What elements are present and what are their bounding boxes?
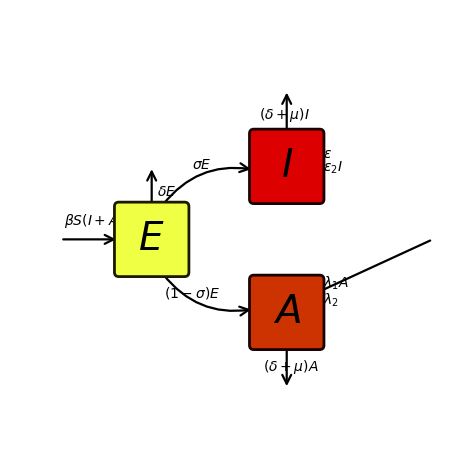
Text: $(\delta+\mu)A$: $(\delta+\mu)A$ (263, 358, 319, 376)
Text: $E$: $E$ (138, 220, 165, 258)
Text: $(\delta+\mu)I$: $(\delta+\mu)I$ (259, 106, 310, 124)
Text: $\beta S(I+A)$: $\beta S(I+A)$ (64, 212, 124, 230)
Text: $I$: $I$ (281, 147, 293, 185)
Text: $A$: $A$ (273, 293, 301, 331)
Text: $\lambda_2$: $\lambda_2$ (323, 292, 339, 309)
FancyBboxPatch shape (249, 275, 324, 350)
FancyBboxPatch shape (249, 129, 324, 204)
FancyBboxPatch shape (114, 202, 189, 277)
Text: $\epsilon$: $\epsilon$ (323, 147, 332, 161)
Text: $\lambda_1 A$: $\lambda_1 A$ (323, 275, 349, 292)
Text: $\delta E$: $\delta E$ (157, 185, 176, 199)
Text: $(1-\sigma)E$: $(1-\sigma)E$ (164, 285, 221, 301)
Text: $\epsilon_2 I$: $\epsilon_2 I$ (323, 160, 343, 176)
Text: $\sigma E$: $\sigma E$ (192, 158, 211, 172)
